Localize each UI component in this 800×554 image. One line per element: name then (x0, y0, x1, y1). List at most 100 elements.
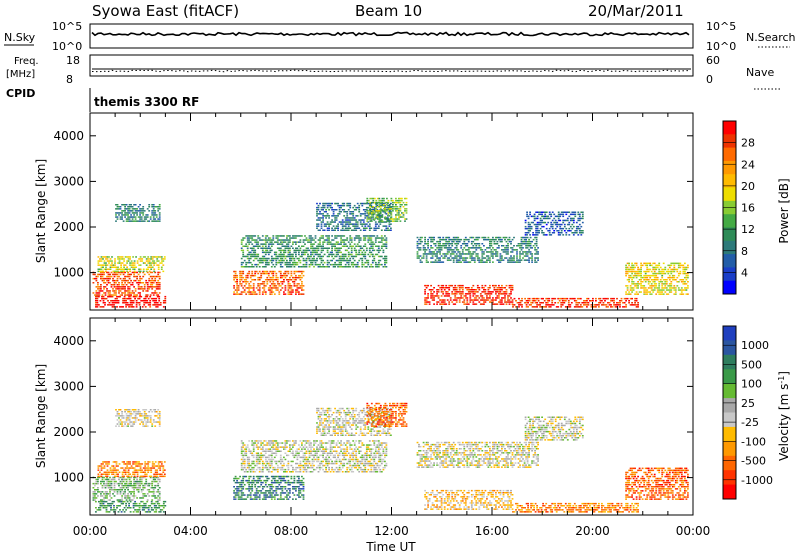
heatmap-cell (115, 282, 117, 284)
heatmap-cell (257, 259, 260, 262)
heatmap-cell (545, 223, 548, 226)
heatmap-cell (279, 239, 282, 241)
heatmap-cell (304, 251, 306, 254)
heatmap-cell (469, 247, 472, 249)
heatmap-cell (490, 255, 493, 257)
heatmap-cell (576, 297, 579, 300)
heatmap-cell (267, 279, 270, 281)
heatmap-cell (278, 259, 281, 262)
heatmap-cell (307, 247, 309, 249)
heatmap-cell (258, 245, 261, 247)
heatmap-cell (479, 303, 482, 305)
heatmap-cell (276, 241, 279, 243)
heatmap-cell (674, 287, 677, 289)
heatmap-cell (92, 277, 95, 280)
heatmap-cell (138, 302, 141, 304)
heatmap-cell (374, 202, 377, 205)
heatmap-cell (266, 251, 269, 254)
heatmap-cell (254, 241, 257, 243)
heatmap-cell (286, 266, 288, 268)
heatmap-cell (553, 217, 556, 220)
heatmap-cell (116, 505, 118, 507)
heatmap-cell (457, 291, 460, 293)
heatmap-cell (269, 285, 272, 287)
heatmap-cell (402, 212, 405, 214)
heatmap-cell (97, 282, 99, 284)
heatmap-cell (644, 262, 647, 265)
heatmap-cell (272, 235, 275, 237)
heatmap-cell (536, 215, 539, 218)
heatmap-cell (292, 241, 294, 243)
heatmap-cell (143, 218, 146, 220)
heatmap-cell (266, 283, 269, 285)
heatmap-cell (467, 253, 470, 255)
heatmap-cell (139, 212, 141, 214)
heatmap-cell (371, 241, 374, 243)
heatmap-cell (662, 283, 665, 285)
heatmap-cell (472, 251, 475, 253)
heatmap-cell (117, 302, 120, 304)
heatmap-cell (556, 221, 559, 224)
heatmap-cell (551, 304, 554, 306)
heatmap-cell (387, 214, 390, 216)
heatmap-cell (251, 279, 254, 281)
heatmap-cell (131, 487, 134, 489)
heatmap-cell (286, 245, 288, 247)
heatmap-cell (387, 209, 389, 211)
heatmap-cell (635, 306, 638, 308)
heatmap-cell (151, 292, 154, 294)
heatmap-cell (104, 482, 107, 485)
heatmap-cell (142, 206, 145, 208)
y-tick-label: 3000 (53, 174, 84, 188)
heatmap-cell (163, 256, 166, 258)
heatmap-cell (317, 206, 320, 209)
heatmap-cell (460, 287, 463, 289)
heatmap-cell (138, 304, 141, 306)
heatmap-cell (326, 243, 329, 245)
heatmap-cell (425, 301, 428, 303)
heatmap-cell (454, 255, 457, 257)
heatmap-cell (596, 304, 599, 306)
heatmap-cell (334, 245, 336, 247)
heatmap-cell (124, 294, 126, 296)
heatmap-cell (335, 225, 338, 227)
heatmap-cell (514, 249, 517, 251)
heatmap-cell (135, 300, 138, 302)
heatmap-cell (534, 302, 537, 304)
heatmap-cell (457, 236, 460, 239)
heatmap-cell (100, 268, 103, 270)
heatmap-cell (107, 304, 109, 306)
heatmap-cell (373, 201, 376, 204)
heatmap-cell (272, 263, 275, 266)
heatmap-cell (134, 476, 137, 479)
heatmap-cell (245, 263, 248, 266)
heatmap-cell (138, 295, 141, 298)
heatmap-cell (677, 264, 680, 267)
heatmap-cell (529, 227, 531, 230)
heatmap-cell (134, 290, 137, 292)
heatmap-cell (365, 209, 368, 211)
heatmap-cell (148, 204, 151, 206)
heatmap-cell (538, 232, 540, 234)
heatmap-cell (142, 268, 145, 270)
heatmap-cell (133, 497, 135, 499)
heatmap-cell (495, 297, 497, 299)
heatmap-cell (269, 287, 272, 289)
heatmap-cell (109, 294, 111, 296)
heatmap-cell (92, 499, 95, 501)
heatmap-cell (140, 210, 143, 212)
heatmap-cell (385, 206, 388, 209)
heatmap-cell (98, 273, 101, 276)
heatmap-cell (243, 289, 246, 291)
heatmap-cell (279, 249, 282, 252)
heatmap-cell (451, 293, 454, 295)
heatmap-cell (517, 261, 520, 263)
heatmap-cell (419, 236, 422, 239)
heatmap-cell (255, 293, 258, 295)
heatmap-cell (425, 243, 428, 245)
heatmap-cell (128, 480, 131, 483)
heatmap-cell (661, 293, 664, 295)
heatmap-cell (92, 282, 95, 284)
heatmap-cell (316, 253, 318, 256)
heatmap-cell (664, 287, 667, 289)
